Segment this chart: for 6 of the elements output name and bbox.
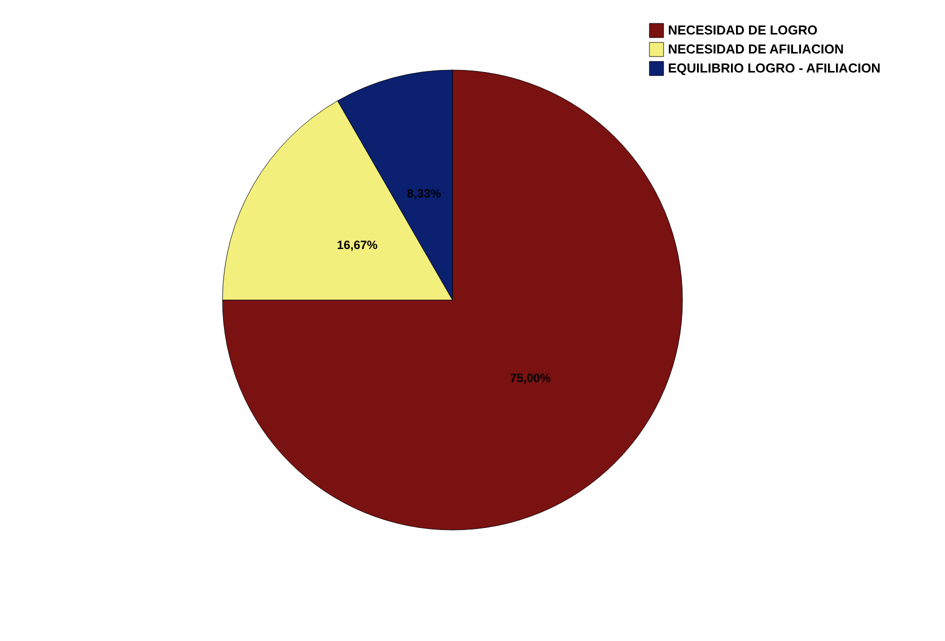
- data-label: 75,00%: [510, 370, 551, 385]
- data-label: 8,33%: [407, 186, 442, 201]
- legend-label: EQUILIBRIO LOGRO - AFILIACION: [668, 60, 881, 76]
- legend-label: NECESIDAD DE AFILIACION: [668, 42, 844, 56]
- legend-label: NECESIDAD DE LOGRO: [668, 22, 818, 38]
- data-label: 16,67%: [336, 238, 378, 252]
